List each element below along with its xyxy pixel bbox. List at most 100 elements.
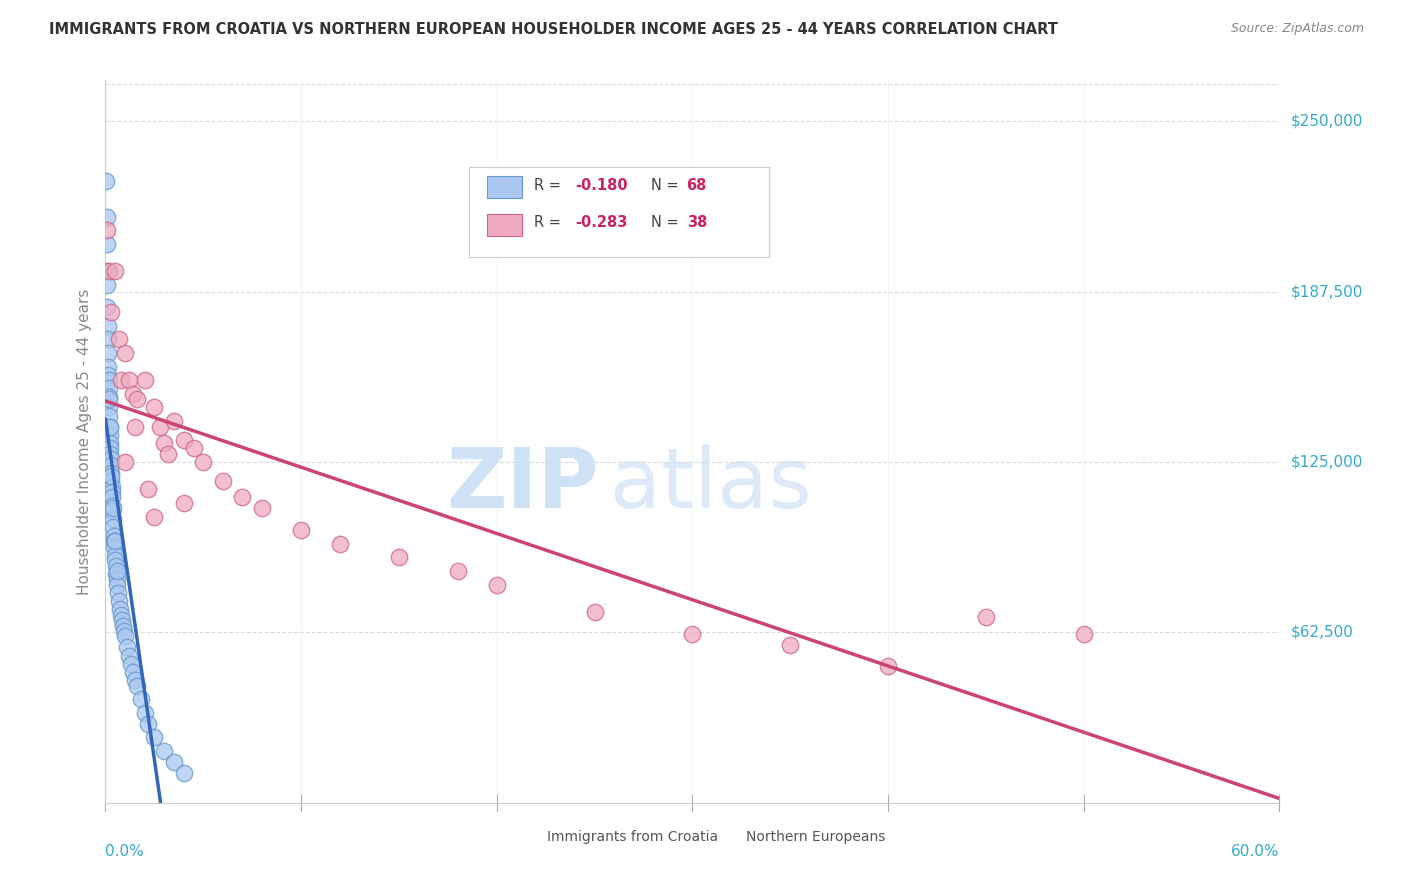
Point	[98, 409, 121, 423]
Point	[108, 332, 131, 346]
Point	[121, 387, 143, 401]
Point	[98, 392, 121, 407]
Point	[134, 373, 156, 387]
Point	[100, 458, 122, 472]
Point	[163, 414, 186, 428]
Point	[100, 479, 122, 493]
Point	[105, 572, 128, 586]
Point	[98, 419, 121, 434]
Point	[100, 305, 122, 319]
Point	[104, 553, 127, 567]
Point	[98, 419, 121, 434]
Point	[114, 346, 136, 360]
Text: atlas: atlas	[610, 444, 813, 525]
Point	[108, 594, 131, 608]
Point	[97, 359, 120, 374]
Point	[779, 638, 801, 652]
Text: Immigrants from Croatia: Immigrants from Croatia	[547, 830, 718, 844]
Point	[173, 496, 195, 510]
Point	[125, 679, 148, 693]
Bar	[704, 821, 740, 850]
Point	[877, 659, 900, 673]
FancyBboxPatch shape	[470, 167, 769, 257]
Y-axis label: Householder Income Ages 25 - 44 years: Householder Income Ages 25 - 44 years	[76, 288, 91, 595]
Point	[118, 373, 141, 387]
Text: Northern Europeans: Northern Europeans	[747, 830, 886, 844]
Point	[105, 566, 128, 581]
Point	[100, 485, 122, 500]
Text: R =: R =	[534, 215, 565, 230]
Bar	[505, 821, 540, 850]
Point	[111, 613, 134, 627]
Point	[173, 433, 195, 447]
Point	[211, 474, 233, 488]
Text: ZIP: ZIP	[446, 444, 599, 525]
Point	[682, 626, 704, 640]
Point	[104, 558, 127, 573]
Point	[118, 648, 141, 663]
Point	[104, 534, 127, 549]
Point	[231, 491, 253, 505]
Point	[112, 618, 135, 632]
Point	[96, 210, 118, 224]
Text: 0.0%: 0.0%	[105, 845, 145, 860]
Point	[98, 264, 121, 278]
Point	[108, 602, 131, 616]
Point	[100, 452, 122, 467]
Point	[97, 318, 120, 333]
Point	[120, 657, 142, 671]
Point	[138, 716, 160, 731]
Point	[1073, 626, 1095, 640]
Point	[153, 744, 176, 758]
Point	[97, 332, 120, 346]
Point	[121, 665, 143, 679]
Point	[112, 624, 135, 638]
Point	[103, 540, 125, 554]
Point	[98, 401, 121, 415]
Point	[97, 381, 120, 395]
Point	[96, 174, 118, 188]
Point	[96, 236, 118, 251]
Point	[101, 491, 124, 505]
Bar	[486, 214, 522, 235]
Point	[485, 577, 508, 591]
Point	[100, 468, 122, 483]
Point	[163, 755, 186, 769]
Point	[115, 640, 138, 655]
Text: -0.180: -0.180	[575, 178, 627, 193]
Point	[97, 346, 120, 360]
Point	[105, 577, 128, 591]
Point	[124, 673, 146, 687]
Bar	[486, 177, 522, 198]
Point	[329, 537, 352, 551]
Point	[97, 368, 120, 382]
Point	[388, 550, 411, 565]
Point	[100, 474, 122, 488]
Point	[105, 564, 128, 578]
Point	[157, 447, 180, 461]
Point	[183, 442, 205, 456]
Point	[153, 436, 176, 450]
Text: $125,000: $125,000	[1291, 455, 1362, 469]
Text: IMMIGRANTS FROM CROATIA VS NORTHERN EUROPEAN HOUSEHOLDER INCOME AGES 25 - 44 YEA: IMMIGRANTS FROM CROATIA VS NORTHERN EURO…	[49, 22, 1059, 37]
Point	[125, 392, 148, 407]
Point	[98, 447, 121, 461]
Point	[101, 504, 124, 518]
Text: R =: R =	[534, 178, 565, 193]
Point	[124, 419, 146, 434]
Text: Source: ZipAtlas.com: Source: ZipAtlas.com	[1230, 22, 1364, 36]
Point	[114, 630, 136, 644]
Text: 68: 68	[686, 178, 707, 193]
Point	[96, 277, 118, 292]
Point	[129, 692, 152, 706]
Point	[447, 564, 470, 578]
Point	[103, 501, 125, 516]
Point	[103, 520, 125, 534]
Point	[193, 455, 215, 469]
Point	[134, 706, 156, 720]
Text: -0.283: -0.283	[575, 215, 627, 230]
Point	[290, 523, 312, 537]
Point	[98, 436, 121, 450]
Point	[250, 501, 273, 516]
Text: $250,000: $250,000	[1291, 113, 1362, 128]
